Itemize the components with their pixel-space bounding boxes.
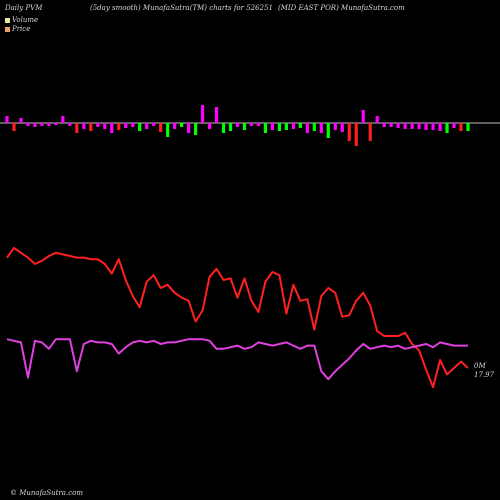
footer-copyright: © MunafaSutra.com [10,489,83,497]
volume-bar [305,123,309,133]
volume-bar [117,123,121,130]
chart-header-left: Daily PVM [5,4,43,12]
volume-bar [124,123,128,128]
volume-line [6,338,468,381]
volume-bar [26,123,30,126]
chart-header-right: (MID EAST POR) MunafaSutra.com [278,4,405,12]
volume-bar [438,123,442,131]
volume-bar [256,123,261,126]
volume-bar [326,123,330,138]
legend-price-label: Price [12,25,31,33]
volume-bar [207,123,212,129]
volume-bar [235,123,240,127]
volume-bar [75,123,79,133]
volume-bar [68,123,72,126]
volume-bar [340,123,344,132]
volume-bar [96,123,100,127]
volume-bar [47,123,51,126]
volume-bar [284,123,288,130]
volume-bar [131,123,135,127]
volume-bar [138,123,142,131]
volume-bar [242,123,247,130]
volume-bar [40,123,44,126]
volume-bar [159,123,163,132]
volume-bar [410,123,414,129]
volume-bar [82,123,86,129]
volume-bar [214,107,219,123]
volume-bar [187,123,191,133]
volume-bar [166,123,170,137]
price-line [6,247,469,389]
volume-bar [452,123,456,128]
volume-bar [375,116,379,123]
volume-bar [263,123,268,133]
volume-bar [221,123,226,133]
chart-header-middle: (5day smooth) MunafaSutra(TM) charts for… [90,4,273,12]
volume-bar [424,123,428,130]
volume-bar [445,123,449,133]
volume-bar [298,123,302,128]
volume-bar [249,123,254,126]
legend-volume: Volume [5,16,38,24]
volume-bar [228,123,233,131]
volume-bar [61,116,65,123]
volume-bar [33,123,37,127]
volume-bar [12,123,16,131]
volume-bar [19,118,23,123]
volume-bar [361,110,365,123]
volume-bar [145,123,149,129]
volume-bar [389,123,393,127]
volume-bar [368,123,372,141]
volume-bar [277,123,282,131]
last-volume-label: 0M [474,362,486,370]
volume-bar [333,123,337,130]
volume-bar [347,123,351,141]
volume-bar [200,105,205,123]
volume-bar [459,123,463,131]
volume-bar [152,123,156,126]
volume-bar [180,123,184,127]
last-price-label: 17.97 [474,371,495,379]
volume-bar [431,123,435,130]
volume-bar [173,123,177,129]
volume-bar [270,123,275,130]
volume-bar [396,123,400,128]
legend-price: Price [5,25,30,33]
volume-bar [382,123,386,127]
volume-bar [417,123,421,129]
volume-bar [403,123,407,129]
volume-bar [110,123,114,133]
volume-bar [193,123,198,135]
volume-bar [354,123,358,146]
volume-bar [312,123,316,131]
volume-bar [89,123,93,131]
volume-bar [466,123,470,131]
volume-bar [319,123,323,133]
legend-volume-swatch [5,17,10,23]
volume-bar [291,123,295,129]
legend-volume-label: Volume [12,16,39,24]
volume-bar [5,116,9,123]
volume-bar [54,123,58,125]
volume-bar [103,123,107,129]
legend-price-swatch [5,26,10,32]
